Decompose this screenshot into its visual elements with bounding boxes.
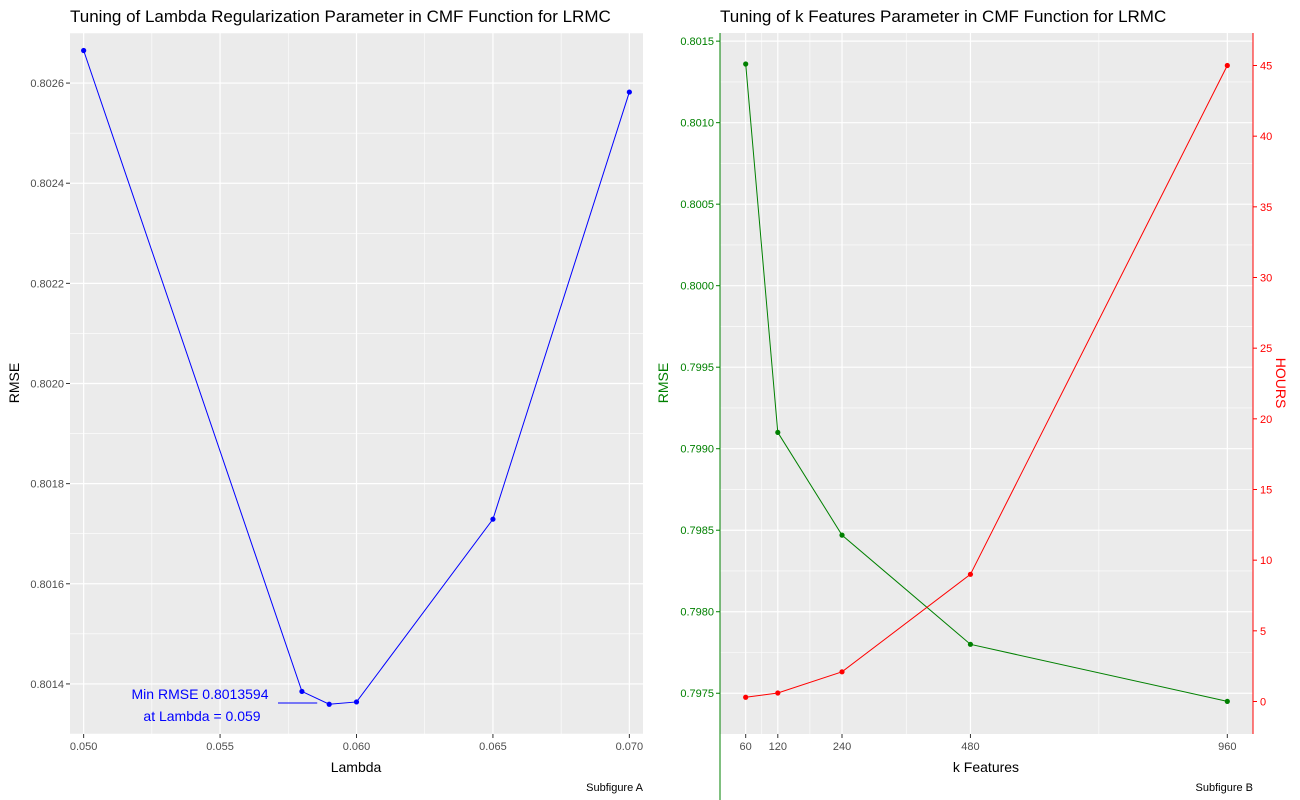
y-tick-label: 0.8014 bbox=[30, 679, 64, 691]
x-tick-label: 0.055 bbox=[206, 741, 234, 753]
y2-tick-label: 40 bbox=[1260, 131, 1272, 143]
y2-tick-label: 10 bbox=[1260, 555, 1272, 567]
x-tick-label: 960 bbox=[1218, 741, 1236, 753]
chart-b-panel bbox=[720, 33, 1253, 734]
annotation-line-2: at Lambda = 0.059 bbox=[143, 708, 260, 724]
chart-a-annotation: Min RMSE 0.8013594 at Lambda = 0.059 bbox=[132, 686, 318, 724]
chart-a-x-axis: 0.050 0.055 0.060 0.065 0.070 bbox=[70, 734, 643, 753]
chart-b-caption: Subfigure B bbox=[1196, 782, 1253, 794]
y-tick-label: 0.8022 bbox=[30, 278, 64, 290]
y2-tick-label: 5 bbox=[1260, 626, 1266, 638]
data-point bbox=[490, 516, 496, 522]
data-point-left bbox=[839, 532, 845, 538]
chart-b-x-label: k Features bbox=[953, 759, 1019, 775]
x-tick-label: 0.070 bbox=[616, 741, 644, 753]
y-tick-label: 0.8016 bbox=[30, 579, 64, 591]
chart-b-grid bbox=[720, 33, 1253, 734]
data-point-right bbox=[775, 690, 781, 696]
x-tick-label: 480 bbox=[961, 741, 979, 753]
chart-a-series bbox=[81, 47, 632, 707]
y-tick-label: 0.8026 bbox=[30, 78, 64, 90]
y-tick-label: 0.7995 bbox=[680, 362, 714, 374]
chart-a-caption: Subfigure A bbox=[586, 782, 644, 794]
x-tick-label: 0.050 bbox=[70, 741, 98, 753]
data-point bbox=[299, 688, 305, 695]
data-point bbox=[353, 699, 360, 705]
x-tick-label: 0.060 bbox=[343, 741, 371, 753]
chart-b-title: Tuning of k Features Parameter in CMF Fu… bbox=[720, 7, 1166, 26]
y-tick-label: 0.7990 bbox=[680, 444, 714, 456]
chart-a-y-axis: 0.8014 0.8016 0.8018 0.8020 0.8022 0.8024 0.80… bbox=[30, 78, 70, 691]
data-point bbox=[626, 89, 632, 95]
y2-tick-label: 15 bbox=[1260, 484, 1272, 496]
y-tick-label: 0.8020 bbox=[30, 379, 64, 391]
chart-b-y2-label: HOURS bbox=[1273, 358, 1289, 409]
y2-tick-label: 20 bbox=[1260, 414, 1272, 426]
y-tick-label: 0.8024 bbox=[30, 178, 64, 190]
chart-a-x-label: Lambda bbox=[331, 759, 382, 775]
data-point bbox=[326, 701, 332, 707]
y-tick-label: 0.8018 bbox=[30, 479, 64, 491]
data-point-left bbox=[743, 61, 749, 67]
data-point-left bbox=[967, 641, 974, 647]
chart-b-y-label: RMSE bbox=[655, 363, 671, 403]
x-tick-label: 0.065 bbox=[479, 741, 507, 753]
y2-tick-label: 0 bbox=[1260, 696, 1266, 708]
y-tick-label: 0.8015 bbox=[680, 36, 714, 48]
y-tick-label: 0.7980 bbox=[680, 607, 714, 619]
x-tick-label: 60 bbox=[740, 741, 752, 753]
series-line bbox=[83, 50, 630, 705]
y-tick-label: 0.8000 bbox=[680, 281, 714, 293]
chart-a-grid bbox=[70, 32, 643, 735]
y2-tick-label: 35 bbox=[1260, 202, 1272, 214]
chart-b-y-axis-right: 0 5 10 15 20 25 30 35 40 45 bbox=[1253, 61, 1272, 708]
y-tick-label: 0.8005 bbox=[680, 199, 714, 211]
chart-b-series bbox=[743, 61, 1230, 704]
chart-a-title: Tuning of Lambda Regularization Paramete… bbox=[70, 7, 611, 26]
chart-b-y-axis-left: 0.7975 0.7980 0.7985 0.7990 0.7995 0.8000 0.80… bbox=[680, 36, 720, 700]
y-tick-label: 0.8010 bbox=[680, 118, 714, 130]
chart-b: 60 120 240 480 960 0.79750.79800.79850.79900… bbox=[655, 7, 1289, 800]
chart-a-y-label: RMSE bbox=[6, 363, 22, 403]
y-tick-label: 0.7985 bbox=[680, 525, 714, 537]
y-tick-label: 0.7975 bbox=[680, 688, 714, 700]
data-point-left bbox=[775, 429, 781, 436]
chart-b-x-axis: 60 120 240 480 960 bbox=[740, 734, 1236, 753]
x-tick-label: 120 bbox=[769, 741, 787, 753]
data-point-left bbox=[1224, 698, 1230, 704]
y2-tick-label: 45 bbox=[1260, 61, 1272, 73]
data-point-right bbox=[1224, 62, 1230, 69]
annotation-line-1: Min RMSE 0.8013594 bbox=[132, 686, 269, 702]
data-point bbox=[81, 47, 87, 54]
y2-tick-label: 30 bbox=[1260, 273, 1272, 285]
x-tick-label: 240 bbox=[833, 741, 851, 753]
y2-tick-label: 25 bbox=[1260, 343, 1272, 355]
data-point-right bbox=[839, 669, 845, 675]
data-point-right bbox=[743, 694, 749, 700]
chart-a: 0.050 0.055 0.060 0.065 0.070 0.80140.80160.… bbox=[6, 7, 644, 794]
data-point-right bbox=[967, 571, 974, 577]
